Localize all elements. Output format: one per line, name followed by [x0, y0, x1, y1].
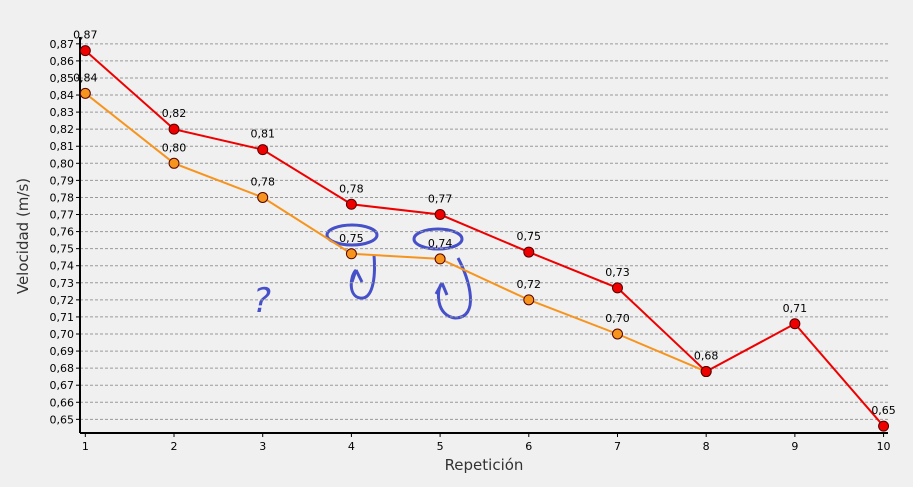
circle [325, 223, 379, 247]
x-tick-label: 8 [703, 440, 710, 453]
y-tick-label: 0,66 [50, 396, 75, 409]
point [434, 209, 446, 221]
point [611, 328, 623, 340]
y-tick-label: 0,78 [50, 191, 75, 204]
x-axis-label: Repetición [445, 456, 524, 474]
y-axis-label: Velocidad (m/s) [14, 178, 32, 294]
data-label: 0,68 [694, 350, 719, 363]
point [523, 294, 535, 306]
y-tick-label: 0,76 [50, 226, 75, 239]
point [345, 198, 357, 210]
x-tick-label: 5 [437, 440, 444, 453]
y-tick-label: 0,82 [50, 123, 75, 136]
x-tick-label: 1 [82, 440, 89, 453]
series-line [84, 92, 707, 373]
series-line [84, 49, 885, 427]
data-label: 0,70 [605, 312, 630, 325]
y-tick-label: 0,73 [50, 277, 75, 290]
data-label: 0,78 [250, 175, 275, 188]
y-tick-label: 0,74 [50, 260, 75, 273]
point [878, 420, 890, 432]
y-tick-label: 0,86 [50, 55, 75, 68]
data-label: 0,84 [73, 71, 98, 84]
y-tick-label: 0,83 [50, 106, 75, 119]
data-label: 0,74 [428, 237, 453, 250]
point [257, 191, 269, 203]
data-label: 0,87 [73, 29, 98, 42]
point [79, 45, 91, 57]
x-tick-label: 2 [171, 440, 178, 453]
data-label: 0,73 [605, 266, 630, 279]
y-tick-label: 0,65 [50, 413, 75, 426]
arrow [349, 254, 376, 300]
x-tick-label: 4 [348, 440, 355, 453]
data-label: 0,65 [871, 404, 896, 417]
annotation: ? [253, 281, 271, 321]
point [79, 87, 91, 99]
data-label: 0,78 [339, 182, 364, 195]
y-tick-label: 0,81 [50, 140, 75, 153]
data-label: 0,75 [339, 232, 364, 245]
point [257, 144, 269, 156]
point [434, 253, 446, 265]
x-tick-label: 10 [877, 440, 891, 453]
x-tick-label: 9 [791, 440, 798, 453]
point [523, 246, 535, 258]
y-tick-label: 0,75 [50, 243, 75, 256]
arrow [434, 257, 472, 320]
point [168, 157, 180, 169]
point [168, 123, 180, 135]
y-tick-label: 0,67 [50, 379, 75, 392]
y-tick-label: 0,79 [50, 174, 75, 187]
data-label: 0,82 [162, 107, 187, 120]
y-tick-label: 0,68 [50, 362, 75, 375]
data-label: 0,71 [783, 302, 808, 315]
y-tick-label: 0,87 [50, 38, 75, 51]
point [700, 366, 712, 378]
y-tick-label: 0,77 [50, 209, 75, 222]
point [789, 318, 801, 330]
x-tick-label: 7 [614, 440, 621, 453]
point [611, 282, 623, 294]
y-tick-label: 0,71 [50, 311, 75, 324]
y-tick-label: 0,70 [50, 328, 75, 341]
y-tick-label: 0,80 [50, 157, 75, 170]
data-label: 0,81 [250, 128, 275, 141]
y-tick-label: 0,85 [50, 72, 75, 85]
y-tick-label: 0,72 [50, 294, 75, 307]
data-label: 0,75 [517, 230, 542, 243]
data-label: 0,80 [162, 141, 187, 154]
x-tick-label: 3 [259, 440, 266, 453]
data-label: 0,72 [517, 278, 542, 291]
point [345, 248, 357, 260]
y-tick-label: 0,84 [50, 89, 75, 102]
x-tick-label: 6 [525, 440, 532, 453]
y-tick-label: 0,69 [50, 345, 75, 358]
data-label: 0,77 [428, 193, 453, 206]
